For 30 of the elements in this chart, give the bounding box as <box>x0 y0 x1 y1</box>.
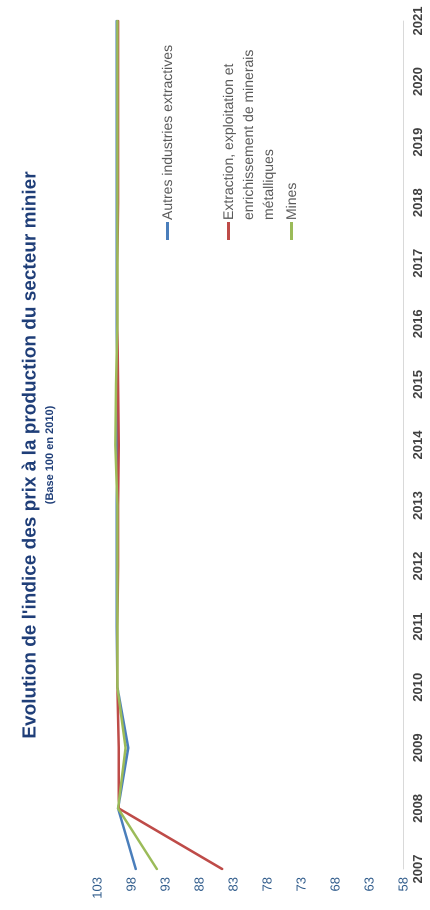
y-tick-label: 2016 <box>410 309 425 338</box>
x-tick-label: 103 <box>90 877 104 899</box>
y-tick-label: 2013 <box>410 491 425 520</box>
x-tick-label: 78 <box>260 877 274 892</box>
y-tick-label: 2015 <box>410 370 425 399</box>
x-tick-label: 88 <box>192 877 206 892</box>
y-tick-label: 2012 <box>410 552 425 581</box>
text: Extraction, exploitation et enrichissement de minerais métalliques <box>219 48 277 220</box>
x-tick-label: 83 <box>226 877 240 892</box>
x-tick-label: 98 <box>124 877 138 892</box>
y-tick-label: 2014 <box>410 430 425 460</box>
y-tick-label: 2021 <box>410 6 425 36</box>
text: Evolution de l'indice des prix à la production du secteur minier <box>20 170 40 739</box>
y-tick-label: 2011 <box>410 612 425 641</box>
text: (Base 100 en 2010) <box>44 405 56 504</box>
x-tick-label: 73 <box>294 877 308 892</box>
x-tick-label: 58 <box>396 877 410 892</box>
text: Autres industries extractives <box>158 44 176 220</box>
x-tick-label: 63 <box>362 877 376 892</box>
y-tick-label: 2010 <box>410 672 425 702</box>
x-tick-label: 68 <box>328 877 342 892</box>
y-tick-label: 2008 <box>410 794 425 823</box>
text: Mines <box>282 182 300 220</box>
x-tick-label: 93 <box>158 877 172 892</box>
y-tick-label: 2018 <box>410 188 425 218</box>
y-tick-label: 2019 <box>410 128 425 157</box>
y-tick-label: 2007 <box>410 854 425 884</box>
y-tick-label: 2017 <box>410 248 425 278</box>
y-tick-label: 2009 <box>410 733 425 762</box>
y-tick-label: 2020 <box>410 67 425 96</box>
